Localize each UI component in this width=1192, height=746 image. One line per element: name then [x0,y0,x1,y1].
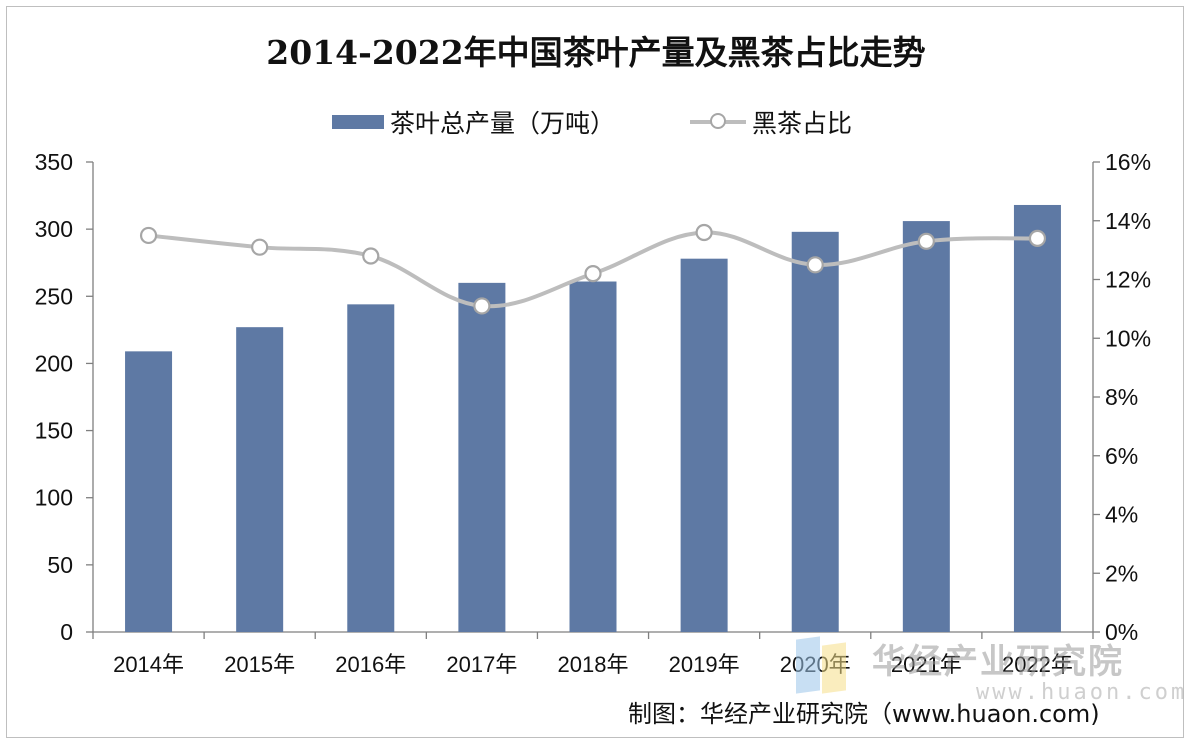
bar [1013,204,1061,632]
line-point [362,247,380,265]
line-point [917,232,935,250]
y-right-tick-label: 12% [1105,267,1151,293]
y-right-tick-label: 16% [1105,149,1151,175]
y-left-tick-label: 250 [35,283,73,309]
bar [236,327,284,632]
y-right-tick-label: 0% [1105,619,1138,645]
line-point [1028,229,1047,247]
bar [902,221,950,633]
y-left-tick-label: 350 [35,149,73,175]
bar [125,351,173,632]
y-left-tick-label: 100 [35,485,73,511]
watermark: 华经产业研究院 www.huaon.com [796,630,1184,710]
bar [569,281,617,632]
legend-label-bars: 茶叶总产量（万吨） [390,109,616,138]
y-right-tick-label: 10% [1105,325,1151,351]
x-tick-label: 2014年 [113,652,184,677]
y-left-tick-label: 300 [35,216,73,242]
line-point [695,223,713,242]
source-credit: 制图：华经产业研究院（www.huaon.com) [628,700,1100,728]
legend-bar-swatch [332,115,384,129]
line-point [806,256,824,274]
watermark-text: 华经产业研究院 [872,642,1124,682]
x-tick-label: 2019年 [669,652,740,677]
y-right-tick-label: 2% [1105,560,1138,586]
y-right-tick-label: 14% [1105,208,1151,234]
x-tick-label: 2018年 [558,652,629,677]
legend-label-line: 黑茶占比 [752,109,853,138]
x-tick-label: 2017年 [446,652,517,677]
y-right-tick-label: 8% [1105,384,1138,410]
chart-title: 2014-2022年中国茶叶产量及黑茶占比走势 [266,33,926,72]
line-point [251,238,269,256]
line-point [584,265,602,283]
line-point [139,226,158,245]
x-tick-label: 2022年 [1002,652,1073,677]
line-point [473,297,491,315]
x-tick-label: 2016年 [335,652,406,677]
x-tick-label: 2021年 [891,652,962,677]
legend-line-marker [710,113,726,129]
bar [458,282,506,632]
watermark-logo-icon [796,636,820,694]
bar [680,258,728,632]
y-right-tick-label: 4% [1105,502,1138,528]
y-left-tick-label: 150 [35,418,73,444]
y-right-tick-label: 6% [1105,443,1138,469]
watermark-logo-accent [822,642,846,694]
watermark-url: www.huaon.com [976,680,1188,705]
y-left-tick-label: 0 [60,619,73,645]
bar [347,304,395,632]
y-left-tick-label: 200 [35,350,73,376]
y-left-tick-label: 50 [47,552,73,578]
bar [791,231,839,633]
x-tick-label: 2015年 [224,652,295,677]
